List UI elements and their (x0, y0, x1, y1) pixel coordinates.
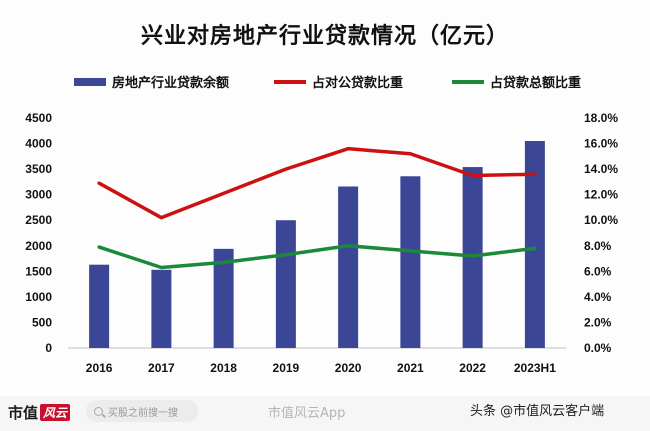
bar (275, 220, 296, 348)
y-left-tick-label: 1000 (25, 290, 52, 304)
legend-label: 占贷款总额比重 (490, 75, 581, 90)
y-right-tick-label: 18.0% (584, 111, 618, 125)
y-left-tick-label: 3500 (25, 162, 52, 176)
bar (400, 176, 421, 348)
y-right-tick-label: 6.0% (584, 264, 612, 278)
chart-svg: 0 500 1000 1500 2000 2500 3000 3500 4000 4500 0.0%… (25, 75, 618, 375)
y-left-tick-label: 4500 (25, 111, 52, 125)
y-right-tick-label: 2.0% (584, 315, 612, 329)
y-left-tick-label: 4000 (25, 137, 52, 151)
chart-title: 兴业对房地产行业贷款情况（亿元） (140, 24, 509, 49)
y-left-tick-label: 1500 (25, 264, 52, 278)
series-line (97, 146, 537, 220)
search-placeholder: 买股之前搜一搜 (108, 407, 178, 419)
search-input[interactable]: 买股之前搜一搜 (86, 400, 198, 422)
x-tick-label: 2016 (86, 361, 113, 375)
y-right-tick-label: 12.0% (584, 188, 618, 202)
series-line (97, 244, 537, 270)
weibo-watermark: 市值风云App (268, 406, 346, 421)
brand-mark: 风云 (40, 403, 71, 421)
x-tick-label: 2021 (397, 361, 424, 375)
x-tick-label: 2019 (273, 361, 300, 375)
y-left-tick-label: 0 (45, 341, 52, 355)
x-tick-label: 2020 (335, 361, 362, 375)
y-right-tick-label: 14.0% (584, 162, 618, 176)
y-right-tick-label: 16.0% (584, 137, 618, 151)
brand-logo[interactable]: 市值 风云 (8, 401, 71, 423)
x-tick-label: 2017 (148, 361, 175, 375)
brand-name: 市值 (8, 403, 39, 422)
legend-label: 占对公贷款比重 (312, 75, 403, 90)
y-left-tick-label: 2500 (25, 213, 52, 227)
toutiao-watermark: 头条 @市值风云客户端 (470, 404, 605, 419)
legend-swatch (74, 78, 106, 86)
x-tick-label: 2023H1 (514, 361, 556, 375)
legend-label: 房地产行业贷款余额 (112, 75, 229, 90)
bar (151, 269, 172, 348)
y-right-tick-label: 0.0% (584, 341, 612, 355)
bar (524, 141, 545, 348)
y-left-tick-label: 2000 (25, 239, 52, 253)
bar (338, 186, 359, 348)
y-right-tick-label: 8.0% (584, 239, 612, 253)
y-left-tick-label: 500 (32, 315, 52, 329)
bar (89, 264, 110, 348)
bar (213, 248, 234, 348)
y-right-tick-label: 10.0% (584, 213, 618, 227)
x-tick-label: 2018 (210, 361, 237, 375)
y-left-tick-label: 3000 (25, 188, 52, 202)
search-icon (94, 406, 103, 416)
y-right-tick-label: 4.0% (584, 290, 612, 304)
x-tick-label: 2022 (459, 361, 486, 375)
